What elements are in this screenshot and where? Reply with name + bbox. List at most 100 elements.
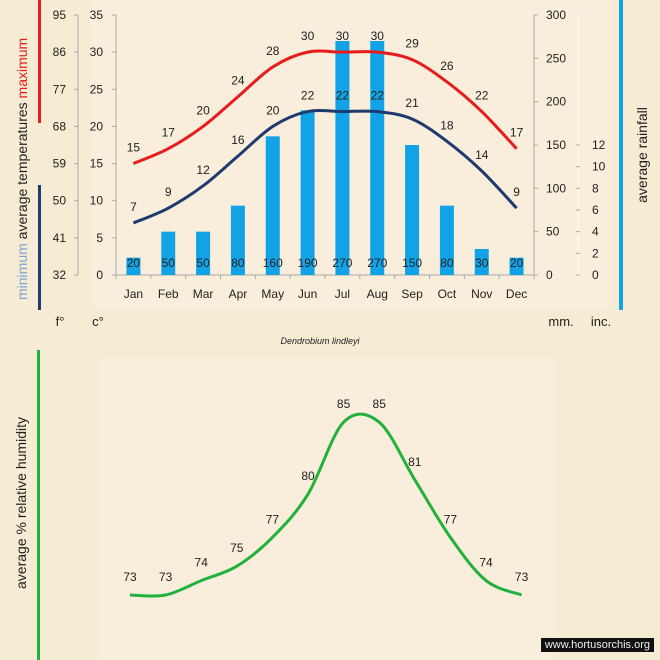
inc-tick-label: 6: [592, 203, 599, 217]
inc-tick-label: 10: [592, 160, 606, 174]
rainfall-bar: [126, 257, 141, 275]
f-tick-label: 59: [53, 157, 67, 171]
humidity-label: 80: [301, 469, 315, 483]
rainfall-bar: [335, 41, 350, 275]
c-tick-label: 30: [90, 45, 104, 59]
maximum-label: 30: [336, 29, 350, 43]
rainfall-label: 50: [196, 256, 210, 270]
maximum-label: 22: [475, 89, 489, 103]
mm-tick-label: 0: [546, 268, 553, 282]
inc-unit-label: inc.: [591, 314, 611, 329]
f-tick-label: 77: [53, 82, 67, 96]
month-label: Nov: [471, 287, 492, 301]
c-tick-label: 20: [90, 119, 104, 133]
maximum-label: 30: [301, 29, 315, 43]
label-temperatures: temperatures: [14, 98, 30, 184]
mm-tick-label: 250: [546, 51, 566, 65]
minimum-label: 18: [440, 118, 454, 132]
month-label: Jun: [298, 287, 317, 301]
c-tick-label: 10: [90, 194, 104, 208]
rainfall-color-bar: [619, 0, 623, 310]
humidity-plot-area: [98, 358, 554, 660]
humidity-label: 73: [159, 570, 173, 584]
month-label: Apr: [229, 287, 248, 301]
f-tick-label: 95: [53, 8, 67, 22]
maximum-label: 17: [510, 126, 524, 140]
minimum-label: 14: [475, 148, 489, 162]
humidity-line: [129, 412, 523, 598]
month-label: Jan: [124, 287, 143, 301]
month-label: Sep: [401, 287, 423, 301]
humidity-label: 85: [373, 397, 387, 411]
inc-tick-label: 8: [592, 181, 599, 195]
rainfall-bar: [509, 257, 524, 275]
rainfall-bar: [370, 41, 385, 275]
rainfall-label: 80: [231, 256, 245, 270]
humidity-color-bar: [37, 350, 40, 660]
label-minimum: minimum: [14, 239, 30, 300]
humidity-label: 74: [195, 556, 209, 570]
temperature-rainfall-chart: 3241505968778695051015202530350501001502…: [14, 0, 650, 346]
rainfall-label: 20: [510, 256, 524, 270]
humidity-label: 73: [123, 570, 137, 584]
mm-tick-label: 200: [546, 95, 566, 109]
f-tick-label: 41: [53, 231, 67, 245]
inc-tick-label: 2: [592, 246, 599, 260]
month-label: Feb: [158, 287, 179, 301]
label-average: average: [14, 185, 30, 239]
minimum-label: 16: [231, 133, 245, 147]
humidity-axis-title: average % relative humidity: [13, 417, 29, 589]
c-tick-label: 35: [90, 8, 104, 22]
minimum-label: 7: [130, 200, 137, 214]
maximum-label: 17: [162, 126, 176, 140]
label-maximum: maximum: [14, 38, 30, 99]
rainfall-label: 270: [332, 256, 352, 270]
c-tick-label: 0: [96, 268, 103, 282]
rainfall-bar: [196, 231, 211, 275]
c-unit-label: c°: [92, 314, 104, 329]
f-tick-label: 68: [53, 119, 67, 133]
maximum-label: 24: [231, 74, 245, 88]
rainfall-label: 150: [402, 256, 422, 270]
maximum-line: [132, 49, 518, 165]
mm-tick-label: 300: [546, 8, 566, 22]
rainfall-axis-title: average rainfall: [634, 107, 650, 203]
maximum-label: 15: [127, 141, 141, 155]
rainfall-label: 270: [367, 256, 387, 270]
rainfall-label: 20: [127, 256, 141, 270]
rainfall-bar: [300, 110, 315, 275]
inc-tick-label: 4: [592, 225, 599, 239]
rainfall-label: 30: [475, 256, 489, 270]
minimum-label: 22: [371, 89, 385, 103]
watermark: www.hortusorchis.org: [540, 638, 654, 652]
minimum-label: 22: [336, 89, 350, 103]
temperature-axis-title: minimum average temperatures maximum: [14, 38, 30, 300]
month-label: May: [261, 287, 284, 301]
inc-tick-label: 0: [592, 268, 599, 282]
maximum-label: 26: [440, 59, 454, 73]
minimum-color-bar: [38, 185, 41, 310]
minimum-label: 22: [301, 89, 315, 103]
rainfall-bar: [405, 145, 420, 275]
minimum-line: [132, 108, 518, 225]
maximum-color-bar: [38, 0, 41, 123]
month-label: Jul: [335, 287, 350, 301]
minimum-label: 20: [266, 103, 280, 117]
humidity-label: 81: [408, 455, 422, 469]
month-label: Aug: [367, 287, 388, 301]
humidity-label: 85: [337, 397, 351, 411]
rainfall-label: 50: [162, 256, 176, 270]
minimum-label: 21: [405, 96, 419, 110]
minimum-label: 9: [513, 185, 520, 199]
maximum-label: 29: [405, 37, 419, 51]
humidity-label: 75: [230, 541, 244, 555]
month-label: Mar: [193, 287, 214, 301]
c-tick-label: 5: [96, 231, 103, 245]
f-tick-label: 50: [53, 194, 67, 208]
month-label: Dec: [506, 287, 527, 301]
maximum-label: 30: [371, 29, 385, 43]
rainfall-bar: [230, 205, 245, 275]
f-tick-label: 86: [53, 45, 67, 59]
c-tick-label: 15: [90, 157, 104, 171]
